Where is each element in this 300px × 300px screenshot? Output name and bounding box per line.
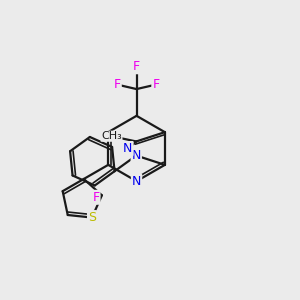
Text: N: N <box>123 142 133 155</box>
Text: N: N <box>132 149 141 162</box>
Text: F: F <box>133 60 140 73</box>
Text: F: F <box>152 78 159 91</box>
Text: CH₃: CH₃ <box>101 131 122 141</box>
Text: F: F <box>92 191 100 204</box>
Text: F: F <box>114 78 121 91</box>
Text: S: S <box>88 211 96 224</box>
Text: N: N <box>132 175 141 188</box>
